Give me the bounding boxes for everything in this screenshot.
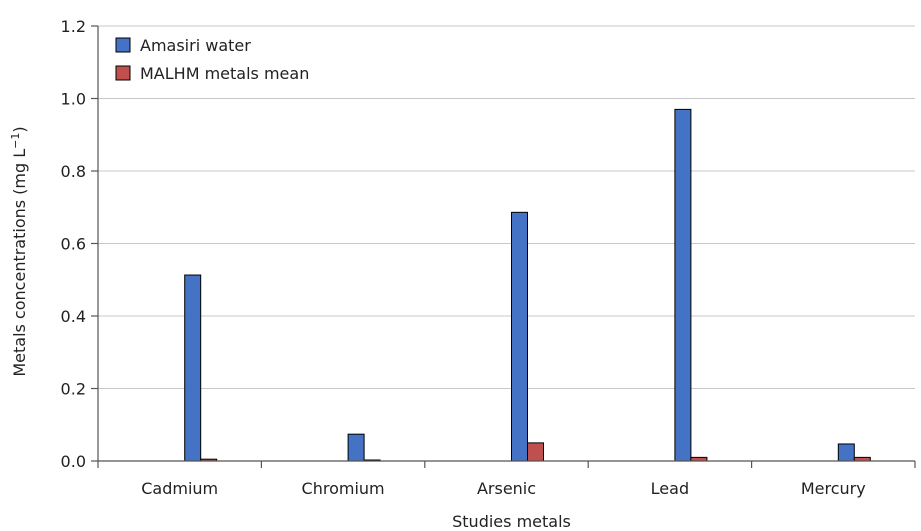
y-axis-title: Metals concentrations (mg L−1): [9, 126, 30, 376]
x-tick-label-lead: Lead: [651, 479, 689, 498]
gridlines: [98, 25, 915, 389]
y-axis-title-close: ): [10, 126, 29, 132]
y-tick-label: 0.4: [61, 307, 86, 326]
legend-swatch-malhm-metals-mean: [115, 65, 131, 81]
bar-amasiri-water-lead: [674, 108, 692, 462]
legend-swatch-amasiri-water: [115, 37, 131, 53]
y-axis-ticks: 0.0 0.2 0.4 0.6 0.8 1.0 1.2: [61, 17, 98, 471]
x-tick-label-chromium: Chromium: [302, 479, 385, 498]
bar-amasiri-water-cadmium: [184, 274, 202, 462]
bar-amasiri-water-arsenic: [511, 211, 528, 462]
bar-amasiri-water-chromium: [347, 433, 365, 462]
legend-label-amasiri-water: Amasiri water: [140, 36, 251, 55]
x-axis-ticks: Cadmium Chromium Arsenic Lead Mercury: [97, 461, 916, 498]
x-axis-title: Studies metals: [452, 512, 571, 531]
y-axis-title-text: Metals concentrations (mg L: [10, 149, 29, 377]
x-tick-label-mercury: Mercury: [801, 479, 866, 498]
bar-amasiri-water-mercury: [837, 443, 855, 462]
y-tick-label: 1.0: [61, 90, 86, 109]
y-tick-label: 0.0: [61, 452, 86, 471]
legend-label-malhm-metals-mean: MALHM metals mean: [140, 64, 309, 83]
x-tick-label-cadmium: Cadmium: [141, 479, 218, 498]
y-tick-label: 0.8: [61, 162, 86, 181]
bar-malhm-metals-mean-arsenic: [527, 442, 544, 462]
y-tick-label: 0.2: [61, 380, 86, 399]
x-tick-label-arsenic: Arsenic: [477, 479, 536, 498]
y-tick-label: 1.2: [61, 17, 86, 36]
legend: Amasiri water MALHM metals mean: [115, 36, 309, 83]
y-tick-label: 0.6: [61, 235, 86, 254]
bars: [184, 108, 871, 462]
y-axis-title-superscript: −1: [9, 133, 22, 149]
